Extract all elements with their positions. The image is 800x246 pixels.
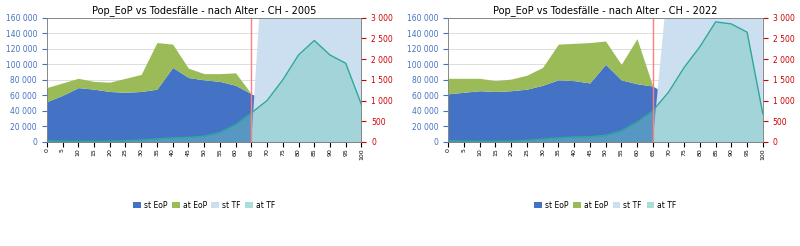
Legend: st EoP, at EoP, st TF, at TF: st EoP, at EoP, st TF, at TF (531, 198, 679, 213)
Title: Pop_EoP vs Todesfälle - nach Alter - CH - 2005: Pop_EoP vs Todesfälle - nach Alter - CH … (92, 6, 316, 16)
Legend: st EoP, at EoP, st TF, at TF: st EoP, at EoP, st TF, at TF (130, 198, 278, 213)
Title: Pop_EoP vs Todesfälle - nach Alter - CH - 2022: Pop_EoP vs Todesfälle - nach Alter - CH … (494, 6, 718, 16)
